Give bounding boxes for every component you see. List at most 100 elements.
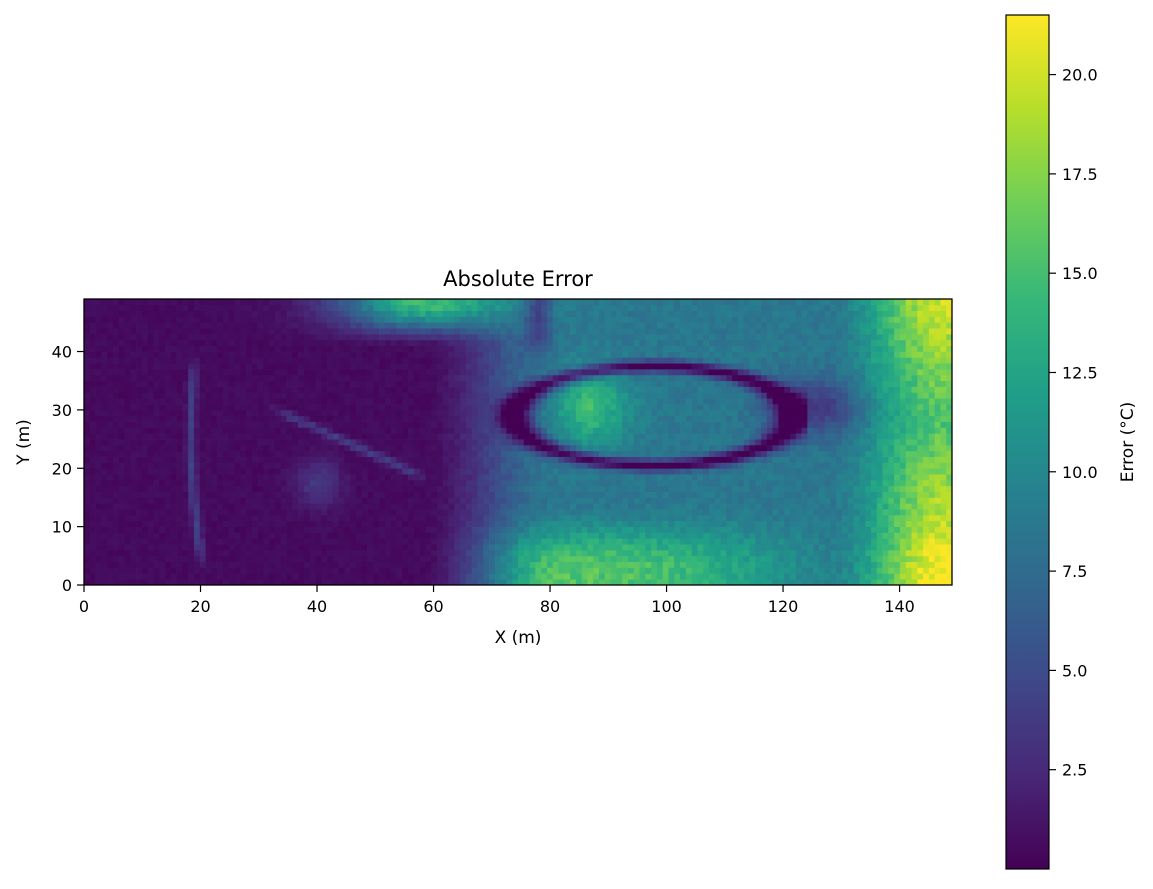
heatmap-cell [749, 462, 756, 469]
heatmap-cell [176, 567, 183, 574]
heatmap-cell [124, 409, 131, 417]
heatmap-cell [685, 520, 692, 527]
heatmap-cell [431, 468, 438, 475]
heatmap-cell [465, 485, 473, 492]
heatmap-cell [263, 497, 270, 504]
heatmap-cell [292, 427, 299, 434]
heatmap-cell [112, 532, 120, 539]
heatmap-cell [176, 439, 183, 446]
heatmap-cell [471, 444, 478, 452]
heatmap-cell [674, 415, 681, 422]
heatmap-cell [303, 526, 311, 533]
heatmap-cell [442, 462, 449, 469]
heatmap-cell [755, 433, 762, 440]
heatmap-cell [766, 532, 773, 539]
heatmap-cell [298, 415, 305, 422]
heatmap-cell [170, 415, 177, 422]
heatmap-cell [558, 479, 565, 487]
heatmap-cell [367, 409, 374, 417]
heatmap-cell [622, 526, 629, 533]
heatmap-cell [870, 491, 878, 498]
heatmap-cell [489, 398, 496, 405]
heatmap-cell [836, 520, 843, 527]
heatmap-cell [454, 433, 461, 440]
heatmap-cell [402, 427, 409, 434]
heatmap-cell [327, 491, 334, 498]
heatmap-cell [199, 398, 206, 405]
heatmap-cell [523, 439, 530, 446]
heatmap-cell [170, 439, 177, 446]
heatmap-cell [853, 509, 860, 516]
heatmap-cell [755, 450, 762, 457]
heatmap-cell [876, 567, 883, 574]
heatmap-cell [118, 491, 125, 498]
heatmap-cell [755, 444, 762, 452]
heatmap-cell [529, 561, 536, 568]
heatmap-cell [413, 573, 420, 580]
heatmap-cell [795, 392, 802, 399]
heatmap-cell [807, 544, 814, 551]
heatmap-cell [905, 561, 912, 568]
heatmap-cell [506, 561, 513, 568]
heatmap-cell [384, 544, 392, 551]
heatmap-cell [934, 561, 941, 568]
heatmap-cell [795, 526, 802, 533]
heatmap-cell [761, 532, 768, 539]
heatmap-cell [633, 555, 640, 563]
heatmap-cell [766, 573, 773, 580]
heatmap-cell [303, 421, 311, 428]
heatmap-cell [101, 444, 108, 452]
heatmap-cell [535, 456, 542, 463]
heatmap-cell [292, 444, 299, 452]
heatmap-cell [899, 444, 907, 452]
heatmap-cell [182, 398, 189, 405]
heatmap-cell [257, 433, 264, 440]
heatmap-cell [454, 544, 461, 551]
heatmap-cell [714, 415, 721, 422]
heatmap-cell [274, 444, 282, 452]
heatmap-cell [784, 549, 791, 557]
heatmap-cell [691, 538, 698, 545]
heatmap-cell [645, 392, 652, 399]
heatmap-cell [766, 579, 773, 586]
heatmap-cell [523, 503, 530, 510]
heatmap-cell [477, 433, 484, 440]
heatmap-cell [859, 485, 866, 492]
heatmap-cell [685, 514, 692, 522]
heatmap-cell [298, 462, 305, 469]
heatmap-cell [217, 485, 224, 492]
heatmap-cell [413, 450, 420, 457]
heatmap-cell [240, 386, 247, 393]
heatmap-cell [500, 456, 507, 463]
heatmap-cell [934, 392, 941, 399]
heatmap-cell [546, 468, 554, 475]
heatmap-cell [697, 468, 704, 475]
heatmap-cell [772, 456, 779, 463]
heatmap-cell [680, 567, 687, 574]
heatmap-cell [274, 427, 282, 434]
heatmap-cell [159, 503, 166, 510]
heatmap-cell [894, 532, 901, 539]
heatmap-cell [599, 474, 606, 481]
heatmap-cell [720, 503, 727, 510]
heatmap-cell [124, 532, 131, 539]
heatmap-cell [853, 573, 860, 580]
heatmap-cell [263, 567, 270, 574]
heatmap-cell [622, 468, 629, 475]
heatmap-cell [766, 444, 773, 452]
heatmap-cell [448, 392, 455, 399]
heatmap-cell [541, 509, 548, 516]
heatmap-cell [193, 532, 201, 539]
heatmap-cell [199, 573, 206, 580]
heatmap-cell [257, 386, 264, 393]
heatmap-cell [575, 415, 583, 422]
heatmap-cell [251, 567, 258, 574]
heatmap-cell [778, 544, 785, 551]
heatmap-cell [853, 503, 860, 510]
heatmap-cell [604, 415, 611, 422]
heatmap-cell [766, 509, 773, 516]
heatmap-cell [714, 538, 721, 545]
heatmap-cell [130, 439, 137, 446]
heatmap-cell [101, 439, 108, 446]
heatmap-cell [188, 532, 195, 539]
